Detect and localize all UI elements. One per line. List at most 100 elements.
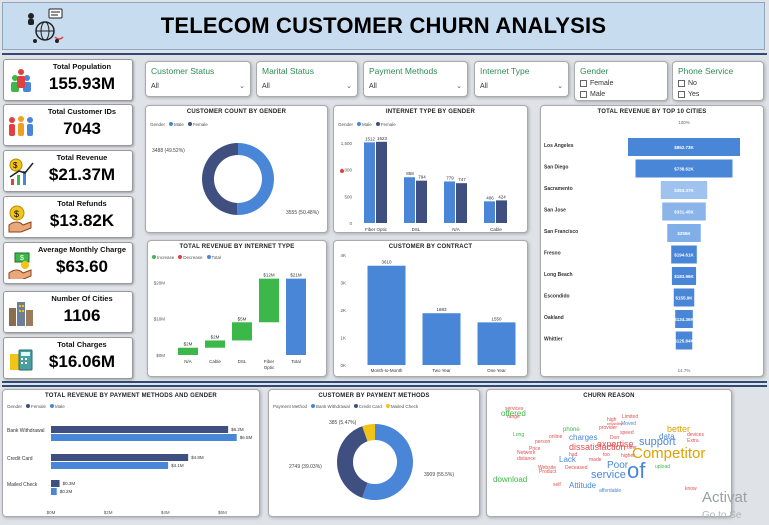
y-tick-label: 0K	[340, 363, 346, 368]
slicer-marital-status[interactable]: Marital Status All ⌄	[256, 61, 358, 97]
slicer-internet-type[interactable]: Internet Type All ⌄	[474, 61, 569, 97]
chart-legend: Payment Method Bank Withdrawal Credit Ca…	[273, 404, 418, 409]
divider-top	[2, 53, 767, 55]
funnel-bar	[662, 202, 706, 221]
data-label: $331.45K	[674, 210, 694, 215]
chevron-down-icon[interactable]: ⌄	[557, 83, 563, 90]
word-cloud-word: support	[639, 436, 676, 448]
slice-label-female: 3488 (49.52%)	[152, 148, 185, 154]
bar-male	[404, 177, 415, 223]
city-label: Fresno	[544, 251, 561, 257]
legend-item-mailed-check[interactable]: Mailed Check	[385, 404, 419, 409]
legend-label: Total	[211, 255, 222, 260]
slicer-title: Customer Status	[151, 66, 215, 76]
slicer-selected-value[interactable]: All	[369, 83, 377, 90]
slicer-payment-methods[interactable]: Payment Methods All ⌄	[363, 61, 468, 97]
slicer-title: Internet Type	[480, 66, 530, 76]
kpi-total-refunds: $ Total Refunds $13.82K	[3, 196, 133, 238]
funnel-bar	[628, 138, 740, 156]
data-label: $6.5M	[240, 435, 253, 440]
legend-label: Male	[174, 122, 184, 127]
word-cloud-word: Moved	[621, 421, 636, 427]
word-cloud-word: range	[507, 414, 520, 420]
word-cloud-word: high	[607, 417, 617, 423]
chevron-down-icon[interactable]: ⌄	[346, 83, 352, 90]
word-cloud-word: Long	[513, 432, 524, 438]
x-tick-label: DSL	[238, 359, 247, 364]
city-label: San Francisco	[544, 229, 578, 235]
legend-item-female[interactable]: Female	[375, 122, 396, 127]
data-label: $4.8M	[191, 455, 204, 460]
data-label: 1512	[365, 136, 376, 141]
checkbox-label: Female	[590, 80, 614, 87]
legend-label: Increase	[157, 255, 175, 260]
x-tick-label: Optic	[264, 365, 275, 370]
checkbox-female[interactable]: Female	[580, 80, 613, 87]
y-tick-label: Mailed Check	[7, 482, 38, 488]
legend-item-female[interactable]: Female	[187, 122, 208, 127]
legend-item-total[interactable]: Total	[206, 255, 222, 260]
slicer-customer-status[interactable]: Customer Status All ⌄	[145, 61, 251, 97]
x-tick-label: N/A	[452, 227, 460, 232]
kpi-label: Total Refunds	[57, 199, 107, 208]
checkbox-yes[interactable]: Yes	[678, 91, 699, 98]
panel-customer-by-contract: CUSTOMER BY CONTRACT 0K 1K 2K 3K 4K 3610 Month…	[333, 240, 528, 377]
bar-male	[51, 488, 57, 495]
chevron-down-icon[interactable]: ⌄	[239, 83, 245, 90]
divider-mid-2	[2, 385, 767, 387]
city-label: San Jose	[544, 208, 566, 214]
y-tick-label: 2K	[340, 308, 346, 313]
y-tick-label: 0	[349, 221, 352, 226]
kpi-label: Total Customer IDs	[47, 107, 117, 116]
x-tick-label: N/A	[184, 359, 192, 364]
legend-item-bank-withdrawal[interactable]: Bank Withdrawal	[311, 404, 350, 409]
kpi-total-population: Total Population 155.93M	[3, 59, 133, 101]
data-label: 406	[486, 195, 494, 200]
checkbox-male[interactable]: Male	[580, 91, 605, 98]
legend-item-male[interactable]: Male	[50, 404, 65, 409]
slicer-gender[interactable]: Gender Female Male	[574, 61, 668, 101]
bar-female	[51, 454, 189, 461]
slicer-selected-value[interactable]: All	[262, 83, 270, 90]
y-tick-label: 4K	[340, 253, 346, 258]
bar-female	[456, 183, 467, 223]
data-label: 1550	[491, 316, 502, 321]
word-cloud-word: better	[667, 424, 690, 434]
chart-title: TOTAL REVENUE BY INTERNET TYPE	[179, 244, 295, 250]
legend-item-male[interactable]: Male	[169, 122, 184, 127]
funnel-bar	[673, 288, 695, 307]
slicer-selected-value[interactable]: All	[151, 83, 159, 90]
legend-label: Female	[192, 122, 208, 127]
legend-item-female[interactable]: Female	[26, 404, 46, 409]
legend-item-male[interactable]: Male	[357, 122, 372, 127]
slice-label: 385 (5.47%)	[329, 420, 357, 426]
chart-title: CHURN REASON	[583, 393, 635, 399]
chevron-down-icon[interactable]: ⌄	[456, 83, 462, 90]
word-cloud-word: of	[627, 458, 646, 483]
svg-text:$: $	[20, 255, 24, 262]
legend-label: Mailed Check	[390, 404, 419, 409]
kpi-total-customer-ids: Total Customer IDs 7043	[3, 104, 133, 146]
checkbox-no[interactable]: No	[678, 80, 697, 87]
data-label: $194.61K	[674, 253, 694, 258]
legend-item-increase[interactable]: Increase	[152, 255, 174, 260]
bar-male	[364, 142, 375, 223]
increase-bar	[232, 322, 252, 341]
legend-title: Gender	[7, 404, 23, 409]
word-cloud-word: Don	[610, 435, 619, 441]
word-cloud-word: Network	[517, 450, 536, 456]
kpi-value: 1106	[63, 306, 101, 325]
donut-slice	[362, 424, 375, 442]
legend-title: Gender	[338, 122, 354, 127]
legend-item-decrease[interactable]: Decrease	[178, 255, 203, 260]
y-tick-label: Bank Withdrawal	[7, 428, 45, 434]
svg-text:$: $	[13, 161, 18, 170]
data-label: $125.84K	[674, 339, 694, 344]
slicer-selected-value[interactable]: All	[480, 83, 488, 90]
legend-item-credit-card[interactable]: Credit Card	[353, 404, 382, 409]
people-icon	[11, 69, 31, 92]
checkbox-label: Yes	[688, 91, 700, 98]
slicer-phone-service[interactable]: Phone Service No Yes	[672, 61, 764, 101]
city-label: San Diego	[544, 165, 568, 171]
x-tick-label: $6M	[218, 510, 227, 515]
